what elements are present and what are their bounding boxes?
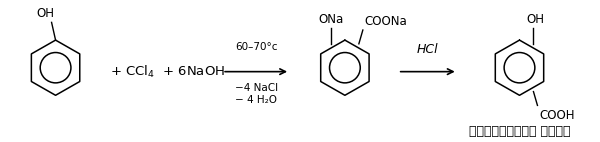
Text: OH: OH: [37, 7, 55, 20]
Text: − 4 H₂O: − 4 H₂O: [235, 95, 277, 105]
Text: COONa: COONa: [365, 15, 407, 28]
Text: OH: OH: [526, 13, 544, 26]
Text: 60–70°c: 60–70°c: [235, 42, 277, 52]
Text: सैलिसिलिक अम्ल: सैलिसिलिक अम्ल: [469, 125, 570, 138]
Text: −4 NaCl: −4 NaCl: [235, 83, 278, 93]
Text: COOH: COOH: [539, 109, 575, 122]
Text: ONa: ONa: [319, 13, 344, 26]
Text: + CCl$_4$  + 6NaOH: + CCl$_4$ + 6NaOH: [110, 64, 226, 80]
Text: HCl: HCl: [417, 43, 439, 56]
